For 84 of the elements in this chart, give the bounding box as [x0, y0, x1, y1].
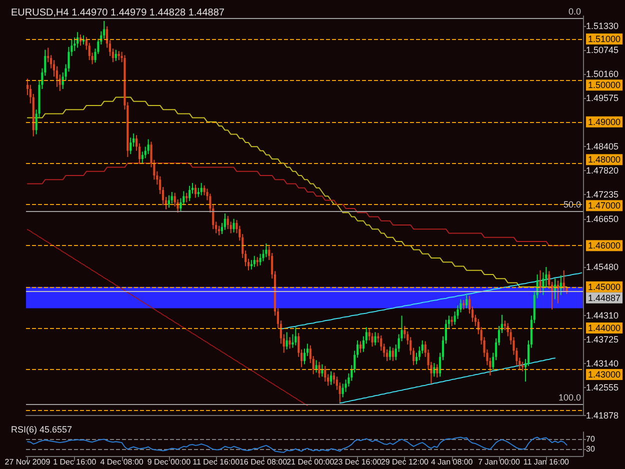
x-tick-label: 27 Nov 2009	[4, 458, 51, 466]
candlestick	[250, 260, 252, 270]
y-tick-label: 1.44310	[586, 310, 619, 320]
y-tick-label: 1.47820	[586, 166, 619, 176]
candlestick	[253, 255, 256, 268]
annotation: 100.0	[558, 392, 581, 402]
candlestick	[294, 326, 297, 346]
candlestick	[433, 362, 436, 378]
candlestick	[462, 300, 465, 310]
candlestick	[388, 346, 391, 361]
chart-title: EURUSD,H4 1.44970 1.44979 1.44828 1.44887	[11, 8, 225, 18]
candlestick	[197, 187, 200, 198]
x-tick-label: 1 Dec 16:00	[53, 458, 97, 466]
ref-line-label: 1.46000	[588, 240, 621, 251]
chart-title: RSI(6) 45.6557	[11, 424, 72, 434]
candlestick	[374, 332, 376, 346]
candlestick	[562, 270, 565, 292]
ref-line-label: 1.48000	[588, 154, 621, 165]
candlestick	[522, 361, 524, 372]
candlestick	[168, 194, 170, 208]
candlestick	[450, 316, 453, 326]
ref-line-label: 1.44887	[588, 292, 621, 303]
ref-line-label: 1.51000	[588, 34, 621, 44]
ref-line-label: 1.49000	[588, 116, 621, 127]
candlestick	[194, 184, 196, 198]
candlestick	[265, 243, 268, 258]
candlestick	[114, 49, 117, 62]
line-series	[26, 229, 308, 406]
x-tick-label: 16 Dec 08:00	[239, 458, 288, 466]
candlestick	[232, 218, 235, 233]
candlestick	[224, 212, 226, 230]
annotation: 0.0	[568, 6, 581, 17]
candlestick	[259, 253, 262, 266]
candlestick	[200, 182, 202, 196]
x-tick-label: 9 Dec 00:00	[147, 458, 192, 466]
candlestick	[186, 192, 188, 203]
x-tick-label: 11 Jan 16:00	[523, 458, 570, 466]
y-tick-label: 1.41878	[586, 410, 619, 420]
candlestick	[130, 137, 132, 155]
ref-line-label: 1.45000	[588, 282, 621, 292]
candlestick	[286, 332, 288, 350]
x-tick-label: 23 Dec 16:00	[334, 458, 382, 466]
y-tick-label: 70	[586, 434, 596, 444]
x-tick-label: 4 Jan 08:00	[430, 458, 474, 466]
candlestick	[324, 365, 326, 382]
candlestick	[392, 347, 394, 362]
y-tick-label: 1.50160	[586, 69, 619, 80]
line-series	[26, 436, 568, 453]
y-tick-label: 30	[586, 444, 596, 454]
y-tick-label: 1.46650	[586, 214, 619, 224]
y-tick-label: 1.50745	[586, 45, 619, 56]
candlestick	[256, 256, 258, 267]
ref-line-label: 1.43000	[588, 369, 621, 380]
y-tick-label: 1.45480	[586, 262, 619, 272]
x-tick-label: 29 Dec 12:00	[380, 458, 430, 466]
candlestick	[466, 294, 468, 309]
ref-line-label: 1.47000	[588, 200, 621, 211]
candlestick	[288, 336, 291, 350]
y-tick-label: 1.43725	[586, 334, 619, 344]
x-tick-label: 4 Dec 08:00	[100, 458, 144, 466]
y-tick-label: 1.42555	[586, 382, 619, 393]
candlestick	[342, 383, 344, 398]
y-tick-label: 1.47235	[586, 190, 619, 200]
candlestick	[330, 370, 332, 386]
y-tick-label: 1.43140	[586, 358, 619, 368]
x-tick-label: 21 Dec 00:00	[286, 458, 335, 466]
ref-line-label: 1.44000	[588, 323, 621, 334]
candlestick	[118, 50, 120, 61]
y-tick-label: 1.49575	[586, 93, 619, 104]
candlestick	[188, 185, 191, 202]
y-tick-label: 1.51330	[586, 20, 619, 31]
candlestick	[218, 225, 220, 236]
candlestick	[170, 192, 173, 204]
candlestick	[371, 332, 374, 348]
candlestick	[318, 361, 320, 378]
candlestick	[539, 270, 542, 294]
candlestick	[226, 215, 229, 230]
candlestick	[315, 360, 318, 374]
candlestick	[359, 340, 362, 354]
candlestick	[147, 138, 150, 155]
x-tick-label: 7 Jan 00:00	[478, 458, 520, 466]
ref-line-label: 1.50000	[588, 80, 621, 90]
x-tick-label: 11 Dec 16:00	[192, 458, 240, 466]
y-tick-label: 1.48405	[586, 141, 619, 152]
